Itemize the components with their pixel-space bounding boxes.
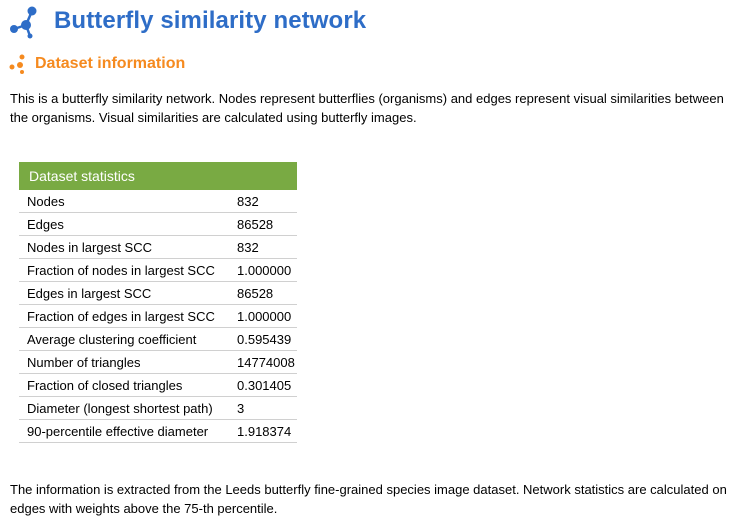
table-row: Nodes 832 <box>19 190 297 213</box>
table-row: Edges in largest SCC 86528 <box>19 281 297 305</box>
table-row: Average clustering coefficient 0.595439 <box>19 327 297 351</box>
stat-value: 832 <box>229 235 297 259</box>
stat-value: 1.000000 <box>229 258 297 282</box>
table-row: Fraction of nodes in largest SCC 1.000000 <box>19 258 297 282</box>
page-title: Butterfly similarity network <box>54 7 367 34</box>
stat-value: 832 <box>229 190 297 213</box>
table-row: 90-percentile effective diameter 1.918374 <box>19 419 297 443</box>
stat-label: Number of triangles <box>19 350 229 374</box>
stat-value: 86528 <box>229 212 297 236</box>
section-header: Dataset information <box>8 53 185 75</box>
stat-label: Nodes <box>19 190 229 213</box>
table-row: Edges 86528 <box>19 212 297 236</box>
stat-value: 0.595439 <box>229 327 297 351</box>
stat-label: Fraction of closed triangles <box>19 373 229 397</box>
dataset-statistics-table: Dataset statistics Nodes 832 Edges 86528 N… <box>19 162 297 443</box>
intro-paragraph: This is a butterfly similarity network. … <box>10 91 724 125</box>
table-row: Diameter (longest shortest path) 3 <box>19 396 297 420</box>
network-nodes-icon <box>10 6 37 39</box>
stat-value: 14774008 <box>229 350 297 374</box>
stat-label: Edges <box>19 212 229 236</box>
table-row: Number of triangles 14774008 <box>19 350 297 374</box>
stat-label: Average clustering coefficient <box>19 327 229 351</box>
footer-paragraph: The information is extracted from the Le… <box>10 482 727 516</box>
stat-value: 1.000000 <box>229 304 297 328</box>
page-header: Butterfly similarity network <box>6 2 366 40</box>
stat-label: Fraction of nodes in largest SCC <box>19 258 229 282</box>
dots-icon <box>9 54 25 74</box>
stat-label: Fraction of edges in largest SCC <box>19 304 229 328</box>
stat-label: Edges in largest SCC <box>19 281 229 305</box>
table-row: Nodes in largest SCC 832 <box>19 235 297 259</box>
stat-value: 86528 <box>229 281 297 305</box>
table-row: Fraction of edges in largest SCC 1.000000 <box>19 304 297 328</box>
stat-label: Nodes in largest SCC <box>19 235 229 259</box>
table-header: Dataset statistics <box>19 162 297 190</box>
stat-label: 90-percentile effective diameter <box>19 419 229 443</box>
stat-label: Diameter (longest shortest path) <box>19 396 229 420</box>
section-title: Dataset information <box>35 55 186 72</box>
stat-value: 1.918374 <box>229 419 297 443</box>
table-row: Fraction of closed triangles 0.301405 <box>19 373 297 397</box>
stat-value: 3 <box>229 396 297 420</box>
stat-value: 0.301405 <box>229 373 297 397</box>
